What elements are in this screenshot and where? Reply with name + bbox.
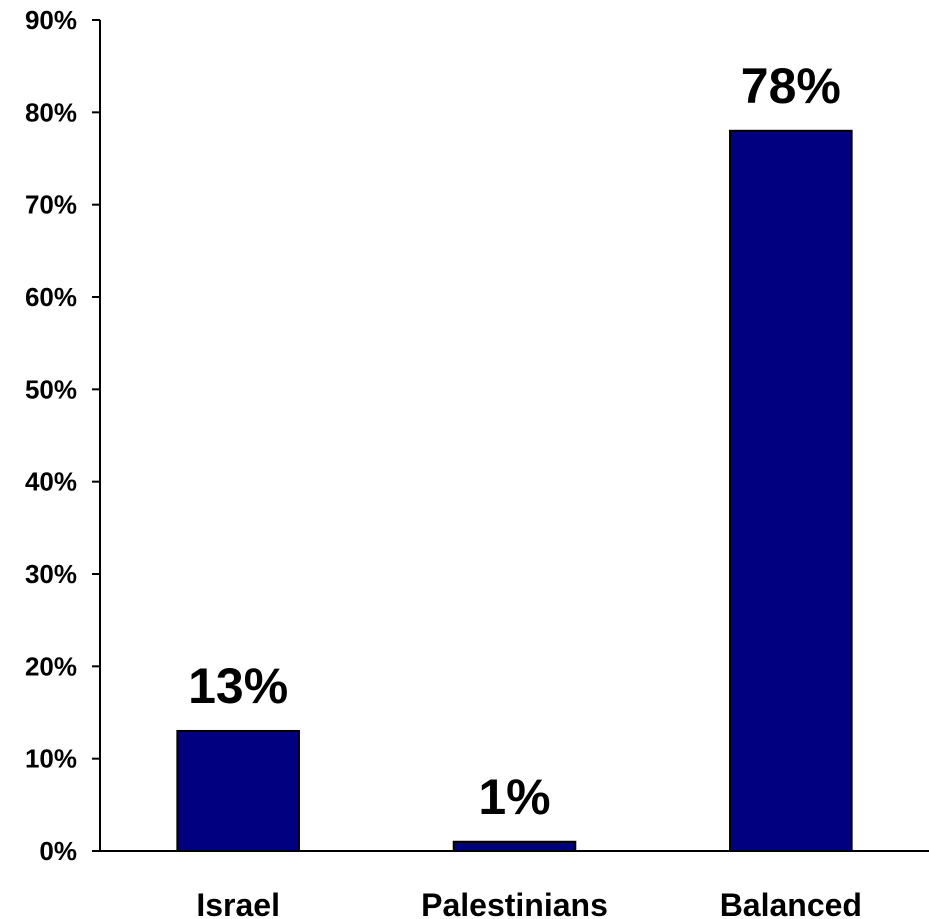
y-tick-label: 80% — [25, 97, 77, 127]
y-axis-ticks: 0% 10% 20% 30% 40% 50% 60% 70% 80% 90% — [25, 5, 100, 866]
y-tick-label: 50% — [25, 374, 77, 404]
bar-balanced — [729, 129, 853, 853]
bar-palestinians — [452, 840, 577, 852]
category-label-palestinians: Palestinians — [421, 887, 608, 919]
category-label-israel: Israel — [196, 887, 280, 919]
y-tick-label: 30% — [25, 559, 77, 589]
y-tick-label: 10% — [25, 744, 77, 774]
bars — [176, 129, 853, 853]
data-label-israel: 13% — [188, 658, 288, 714]
y-tick-label: 40% — [25, 467, 77, 497]
y-tick-label: 70% — [25, 190, 77, 220]
y-tick-label: 20% — [25, 651, 77, 681]
y-tick-label: 60% — [25, 282, 77, 312]
category-labels: Israel Palestinians Balanced — [196, 887, 862, 919]
data-label-palestinians: 1% — [478, 769, 550, 825]
data-label-balanced: 78% — [741, 58, 841, 114]
y-tick-label: 90% — [25, 5, 77, 35]
data-labels: 13% 1% 78% — [188, 58, 841, 825]
bar-israel — [176, 729, 300, 853]
y-tick-label: 0% — [39, 836, 77, 866]
category-label-balanced: Balanced — [720, 887, 862, 919]
